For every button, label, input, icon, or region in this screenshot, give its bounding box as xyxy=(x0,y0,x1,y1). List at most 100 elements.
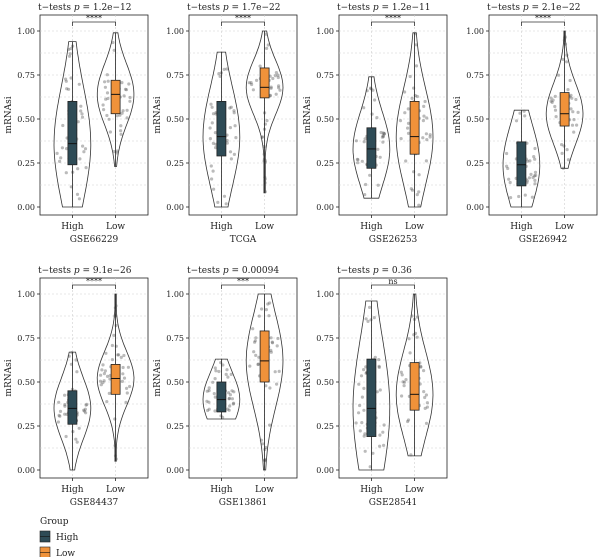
data-point xyxy=(210,177,214,181)
data-point xyxy=(79,109,83,113)
box-low xyxy=(259,330,270,383)
data-point xyxy=(554,115,558,119)
data-point xyxy=(213,366,217,370)
data-point xyxy=(525,179,530,183)
data-point xyxy=(119,129,123,133)
data-point xyxy=(422,369,426,373)
data-point xyxy=(247,81,251,85)
title-part: p xyxy=(523,3,529,13)
y-tick-label: 0.75 xyxy=(17,334,35,343)
data-point xyxy=(406,126,410,130)
significance-bracket xyxy=(221,284,265,289)
violin-low xyxy=(395,293,434,457)
data-point xyxy=(274,71,278,75)
data-point xyxy=(428,135,432,139)
data-point xyxy=(257,314,261,318)
data-point xyxy=(98,379,103,383)
data-point xyxy=(382,423,386,427)
x-tick-label: High xyxy=(360,222,382,232)
data-point xyxy=(206,408,210,413)
data-point xyxy=(123,87,128,91)
x-tick-label: High xyxy=(61,222,83,232)
data-point xyxy=(415,335,419,339)
data-point xyxy=(360,421,364,425)
data-point xyxy=(372,316,376,320)
x-axis-label: GSE66229 xyxy=(70,235,119,245)
data-point xyxy=(375,116,379,120)
data-point xyxy=(249,81,253,85)
data-point xyxy=(58,409,63,413)
data-point xyxy=(277,84,281,88)
data-point xyxy=(267,314,271,318)
y-tick-label: 1.00 xyxy=(166,290,184,299)
legend-label: High xyxy=(56,533,78,543)
data-point xyxy=(421,136,425,140)
data-point xyxy=(359,374,364,378)
data-point xyxy=(375,390,379,394)
data-point xyxy=(575,123,579,127)
data-point xyxy=(74,358,78,362)
data-point xyxy=(406,418,411,422)
data-point xyxy=(549,99,553,103)
data-point xyxy=(112,150,116,154)
data-point xyxy=(227,408,231,412)
box-low xyxy=(259,67,270,99)
data-point xyxy=(373,355,377,359)
y-tick-label: 0.50 xyxy=(166,378,184,387)
data-point xyxy=(65,87,69,91)
box-low xyxy=(110,363,121,395)
y-tick-label: 1.00 xyxy=(17,290,35,299)
data-point xyxy=(101,103,105,107)
data-point xyxy=(378,433,382,437)
data-point xyxy=(553,104,557,109)
data-point xyxy=(71,430,75,434)
data-point xyxy=(509,196,513,200)
data-point xyxy=(63,393,67,397)
y-tick-label: 1.00 xyxy=(466,27,484,36)
data-point xyxy=(269,86,273,90)
data-point xyxy=(64,79,68,83)
data-point xyxy=(269,336,273,340)
data-point xyxy=(102,108,106,112)
box-low xyxy=(559,92,570,127)
data-point xyxy=(377,364,381,368)
data-point xyxy=(83,147,88,151)
title-part: = 1.2e−11 xyxy=(379,3,431,13)
data-point xyxy=(76,167,80,171)
y-tick-label: 0.50 xyxy=(316,378,334,387)
data-point xyxy=(228,393,232,397)
data-point xyxy=(421,119,425,123)
data-point xyxy=(526,159,530,163)
data-point xyxy=(422,390,426,394)
data-point xyxy=(425,138,429,142)
data-point xyxy=(360,159,364,163)
data-point xyxy=(107,391,111,395)
significance-bracket xyxy=(221,21,265,26)
data-point xyxy=(529,172,533,176)
significance-bracket xyxy=(371,284,415,289)
data-point xyxy=(101,363,105,367)
data-point xyxy=(277,86,281,90)
data-point xyxy=(108,130,112,134)
data-point xyxy=(376,183,380,187)
plot-frame xyxy=(488,14,598,216)
data-point xyxy=(423,395,427,400)
data-point xyxy=(102,372,106,376)
data-point xyxy=(213,395,217,399)
data-point xyxy=(122,376,127,380)
data-point xyxy=(263,190,267,194)
y-tick-label: 0.25 xyxy=(466,159,484,168)
data-point xyxy=(570,123,575,127)
data-point xyxy=(371,451,375,455)
violin-high xyxy=(202,358,241,420)
data-point xyxy=(104,97,108,101)
data-point xyxy=(425,401,429,405)
data-point xyxy=(571,110,575,114)
data-point xyxy=(82,408,86,412)
title-part: p xyxy=(74,266,80,276)
title-part: p xyxy=(373,266,379,276)
significance-bracket xyxy=(371,21,415,26)
data-point xyxy=(376,147,380,151)
violin-low xyxy=(96,32,135,167)
data-point xyxy=(381,131,385,135)
